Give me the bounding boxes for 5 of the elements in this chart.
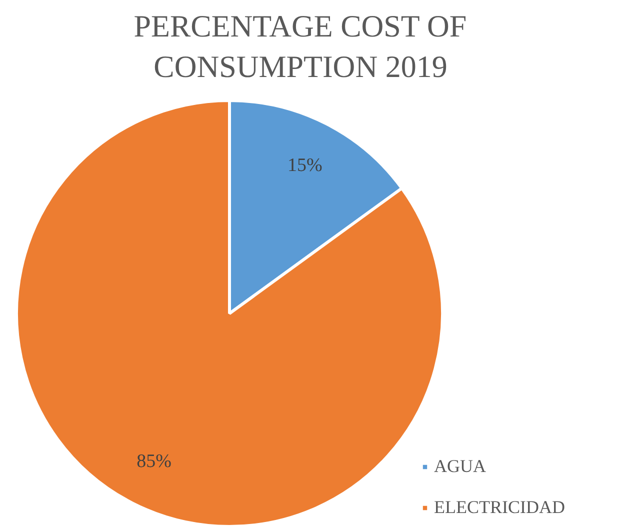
data-label: 85% — [136, 451, 172, 472]
legend-label: ELECTRICIDAD — [434, 497, 565, 518]
data-label: 15% — [288, 154, 323, 176]
chart-title: PERCENTAGE COST OF CONSUMPTION 2019 — [134, 8, 467, 84]
legend-label: AGUA — [434, 456, 486, 477]
